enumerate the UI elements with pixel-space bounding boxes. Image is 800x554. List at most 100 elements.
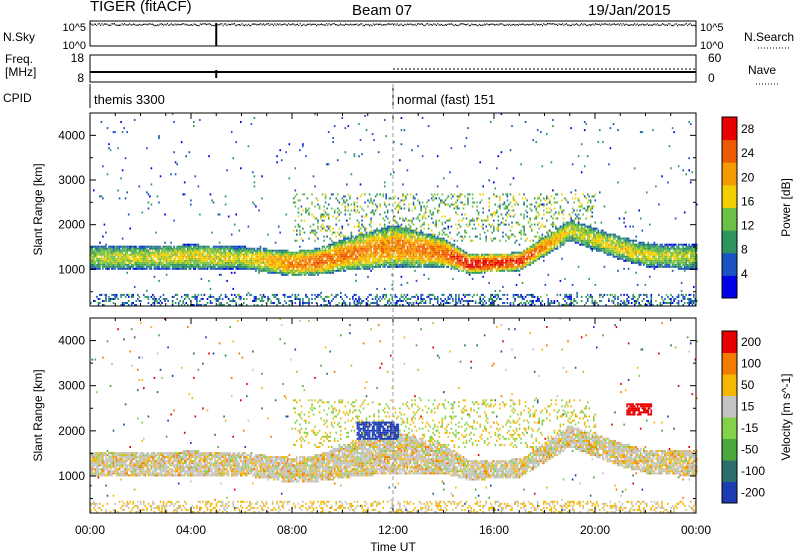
nsky-point [174, 23, 176, 25]
power-cell [396, 205, 398, 208]
nsky-point [401, 24, 403, 26]
power-cell [429, 251, 431, 254]
power-cell [306, 302, 309, 304]
power-cell [421, 223, 424, 226]
power-cell [349, 261, 351, 264]
power-cell [455, 211, 457, 214]
power-cell [283, 249, 286, 252]
nsky-point [477, 24, 479, 27]
power-cell [429, 300, 431, 302]
power-cell [347, 125, 350, 128]
power-cell [91, 249, 94, 252]
nsky-point [283, 23, 285, 25]
power-cell [433, 255, 436, 258]
nsky-point [626, 24, 628, 26]
power-cell [121, 131, 124, 134]
power-cell [153, 259, 156, 262]
power-cell [346, 245, 348, 248]
power-cell [344, 201, 347, 204]
power-cell [273, 261, 275, 264]
power-cell [405, 227, 407, 230]
power-cell [417, 295, 419, 298]
power-cell [367, 261, 369, 264]
power-cell [403, 243, 406, 246]
power-cell [137, 259, 139, 262]
power-cell [356, 267, 359, 270]
power-cell [396, 263, 398, 266]
power-cell [403, 231, 406, 234]
power-cell [397, 253, 400, 256]
power-cell [393, 247, 395, 250]
power-cell [344, 265, 347, 268]
power-cell [394, 241, 397, 244]
power-cell [393, 215, 395, 218]
power-cell [402, 195, 404, 198]
power-cell [414, 253, 416, 256]
power-cell [159, 253, 162, 256]
power-cell [343, 237, 345, 240]
power-cell [443, 293, 445, 296]
power-cell [432, 253, 434, 256]
power-cell [315, 257, 318, 260]
power-cell [211, 247, 213, 250]
power-cell [102, 165, 104, 168]
nsky-point [442, 24, 444, 27]
power-cell [356, 225, 359, 228]
power-cell [318, 271, 321, 274]
power-cell [341, 257, 344, 260]
power-cell [141, 267, 144, 270]
power-cell [265, 247, 268, 250]
power-cell [215, 267, 218, 270]
power-cell [97, 253, 100, 256]
power-cell [279, 249, 281, 252]
power-cell [149, 265, 151, 268]
nsky-point [114, 23, 115, 25]
power-cell [391, 257, 394, 260]
power-cell [418, 213, 421, 216]
power-cell [383, 287, 386, 290]
power-cell [147, 259, 150, 262]
power-cell [243, 247, 245, 250]
power-cell [193, 255, 195, 258]
power-cell [244, 261, 247, 264]
power-cell [259, 249, 262, 252]
power-cell [318, 269, 321, 272]
power-cell [433, 265, 436, 268]
power-cell [408, 302, 410, 304]
power-cell [452, 251, 454, 254]
nsky-point [357, 24, 359, 27]
power-cell [367, 237, 369, 240]
power-cell [343, 255, 345, 258]
power-cell [233, 245, 236, 248]
nsky-point [661, 23, 663, 25]
power-cell [250, 255, 253, 258]
power-cell [327, 251, 330, 254]
power-cell [252, 201, 254, 204]
power-cell [302, 143, 304, 146]
power-cell [238, 304, 241, 306]
nsky-point [242, 24, 244, 26]
power-cell [393, 231, 395, 234]
power-cell [409, 298, 412, 300]
power-cell [371, 235, 374, 238]
power-cell [455, 298, 457, 300]
power-cell [233, 300, 236, 302]
beam-title: Beam 07 [352, 2, 413, 19]
power-cell [314, 271, 316, 274]
power-cell [436, 295, 439, 298]
power-cell [317, 255, 319, 258]
power-cell [429, 237, 431, 240]
power-cell [324, 269, 327, 272]
power-cell [103, 300, 106, 302]
nsky-point [199, 23, 201, 25]
power-cell [112, 245, 115, 248]
power-cell [209, 255, 212, 258]
power-cell [244, 247, 247, 250]
power-cell [100, 293, 103, 296]
power-cell [399, 225, 401, 228]
power-cell [120, 265, 122, 268]
power-cell [200, 267, 203, 270]
power-cell [464, 259, 466, 262]
power-cell [277, 257, 280, 260]
power-cell [346, 253, 348, 256]
